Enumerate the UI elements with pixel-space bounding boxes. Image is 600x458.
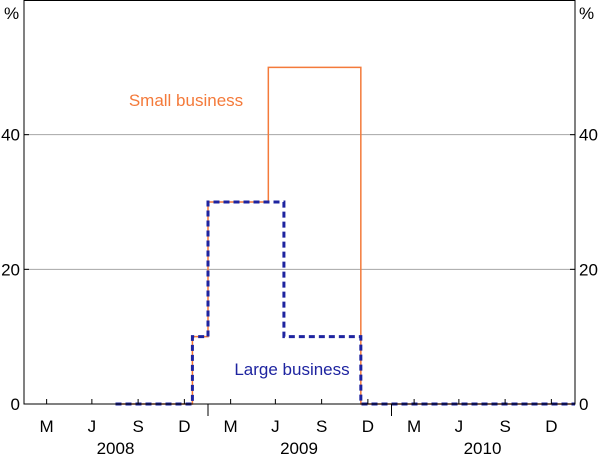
series-label-large-business: Large business bbox=[234, 360, 349, 379]
x-tick-label: M bbox=[407, 417, 421, 436]
y-tick-label-right: 20 bbox=[579, 260, 598, 279]
y-tick-label-right: 0 bbox=[579, 395, 588, 414]
x-tick-label: D bbox=[178, 417, 190, 436]
y-tick-label-left: 20 bbox=[1, 260, 20, 279]
y-tick-label-left: 40 bbox=[1, 126, 20, 145]
x-tick-label: S bbox=[132, 417, 143, 436]
y-unit-left: % bbox=[4, 4, 19, 23]
year-label: 2009 bbox=[280, 439, 318, 458]
x-tick-label: S bbox=[316, 417, 327, 436]
y-tick-label-left: 0 bbox=[11, 395, 20, 414]
year-label: 2010 bbox=[464, 439, 502, 458]
plot-frame bbox=[23, 0, 576, 405]
x-tick-label: J bbox=[271, 417, 280, 436]
x-tick-label: J bbox=[455, 417, 464, 436]
year-label: 2008 bbox=[97, 439, 135, 458]
labels: 0 0 20 20 40 40% % M J S D M J S D M J S D 2008 2009 2010 Smal… bbox=[1, 4, 598, 458]
series-layer bbox=[115, 66, 575, 406]
x-tick-label: M bbox=[224, 417, 238, 436]
series-label-small-business: Small business bbox=[129, 91, 243, 110]
y-unit-right: % bbox=[579, 4, 594, 23]
x-tick-label: D bbox=[545, 417, 557, 436]
gridlines bbox=[24, 134, 575, 270]
x-tick-label: S bbox=[499, 417, 510, 436]
y-tick-label-right: 40 bbox=[579, 126, 598, 145]
ticks bbox=[24, 134, 575, 416]
x-tick-label: J bbox=[88, 417, 97, 436]
series-line-large-business bbox=[115, 200, 575, 406]
x-tick-label: D bbox=[362, 417, 374, 436]
series-line-small-business bbox=[115, 66, 575, 405]
x-tick-label: M bbox=[40, 417, 54, 436]
